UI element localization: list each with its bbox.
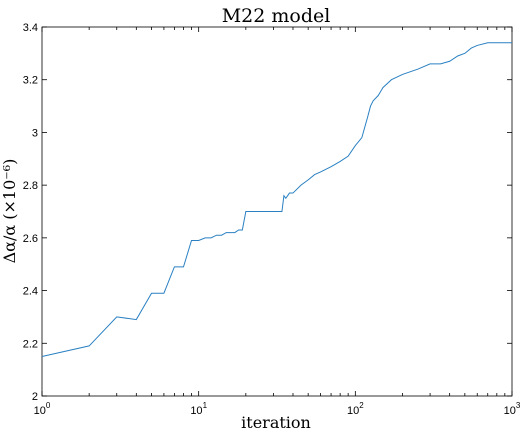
x-axis-label: iteration xyxy=(241,413,311,432)
x-tick-label-base: 10 xyxy=(347,405,359,417)
x-tick-label-exponent: 2 xyxy=(359,401,364,410)
y-tick-label: 3 xyxy=(32,127,38,139)
x-axis: 100 101 102 103 xyxy=(34,27,520,417)
x-tick-label-exponent: 3 xyxy=(516,401,520,410)
x-tick-label-base: 10 xyxy=(190,405,202,417)
x-tick-label-base: 10 xyxy=(34,405,46,417)
y-tick-label: 2.6 xyxy=(23,233,38,245)
plot-area-frame xyxy=(41,26,513,397)
x-tick-label-exponent: 1 xyxy=(203,401,208,410)
y-tick-label: 2.8 xyxy=(23,180,38,192)
x-tick-label: 100 xyxy=(34,401,51,417)
x-tick-label-exponent: 0 xyxy=(46,401,51,410)
data-series-line xyxy=(41,42,512,357)
y-tick-label: 2 xyxy=(32,391,38,403)
y-axis-label: Δα/α (×10⁻⁶) xyxy=(0,159,19,264)
y-tick-label: 2.2 xyxy=(23,338,38,350)
x-tick-label: 102 xyxy=(347,401,364,417)
y-tick-label: 3.4 xyxy=(23,22,38,34)
y-tick-label: 2.4 xyxy=(23,286,38,298)
chart-title: M22 model xyxy=(222,5,331,27)
x-tick-label: 101 xyxy=(190,401,207,417)
y-tick-label: 3.2 xyxy=(23,75,38,87)
y-axis: 2 2.2 2.4 2.6 2.8 3 3.2 3.4 xyxy=(23,22,512,403)
x-tick-label: 103 xyxy=(504,401,520,417)
x-tick-label-base: 10 xyxy=(504,405,516,417)
